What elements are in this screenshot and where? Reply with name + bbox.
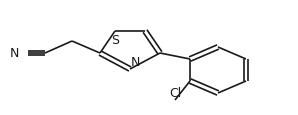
Text: S: S xyxy=(111,34,119,47)
Text: Cl: Cl xyxy=(169,86,181,99)
Text: N: N xyxy=(10,47,19,60)
Text: N: N xyxy=(131,56,140,68)
